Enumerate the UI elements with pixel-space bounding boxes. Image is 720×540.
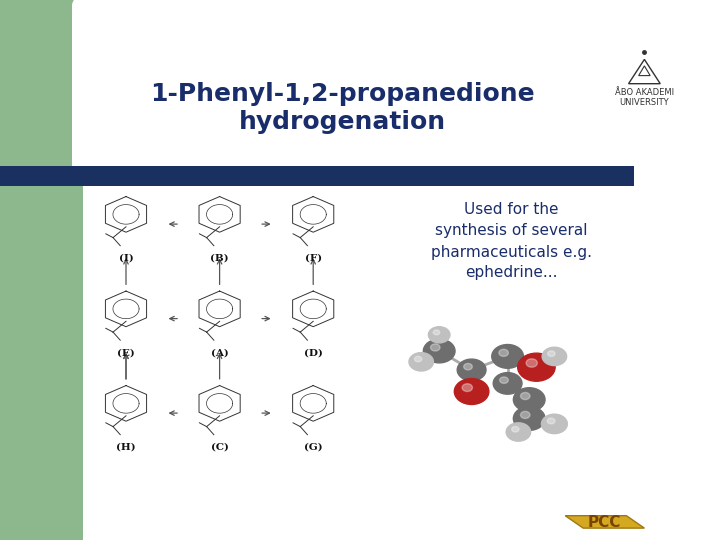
Circle shape (409, 353, 433, 371)
Circle shape (493, 373, 522, 394)
Text: (F): (F) (305, 254, 322, 263)
Circle shape (457, 359, 486, 381)
Circle shape (433, 330, 440, 335)
Bar (0, 0, 83, 540)
Circle shape (500, 377, 508, 383)
Text: (A): (A) (211, 348, 228, 357)
Text: 1-Phenyl-1,2-propanedione
hydrogenation: 1-Phenyl-1,2-propanedione hydrogenation (150, 82, 534, 134)
Circle shape (512, 427, 519, 432)
Circle shape (513, 407, 545, 430)
Circle shape (518, 353, 555, 381)
Circle shape (431, 344, 440, 351)
Text: (I): (I) (119, 254, 133, 263)
FancyBboxPatch shape (0, 0, 344, 177)
Circle shape (548, 351, 555, 356)
Text: (E): (E) (117, 348, 135, 357)
Text: (D): (D) (304, 348, 323, 357)
Circle shape (547, 418, 555, 424)
Circle shape (521, 411, 530, 418)
Circle shape (513, 388, 545, 411)
Circle shape (454, 379, 489, 404)
Circle shape (506, 423, 531, 441)
Circle shape (423, 339, 455, 363)
Text: (C): (C) (211, 443, 228, 452)
Bar (0, 166, 634, 186)
Circle shape (542, 347, 567, 366)
Text: (H): (H) (116, 443, 136, 452)
Circle shape (462, 384, 472, 392)
Polygon shape (565, 516, 644, 528)
Circle shape (526, 359, 537, 367)
Text: PCC: PCC (588, 515, 621, 530)
Circle shape (521, 393, 530, 400)
Circle shape (499, 349, 508, 356)
Text: (G): (G) (304, 443, 323, 452)
Circle shape (415, 356, 422, 362)
Circle shape (464, 363, 472, 370)
Text: Used for the
synthesis of several
pharmaceuticals e.g.
ephedrine...: Used for the synthesis of several pharma… (431, 202, 592, 280)
FancyBboxPatch shape (72, 0, 626, 173)
Circle shape (541, 414, 567, 434)
Circle shape (492, 345, 523, 368)
Text: (B): (B) (210, 254, 229, 263)
Circle shape (428, 327, 450, 343)
Text: ÅBO AKADEMI
UNIVERSITY: ÅBO AKADEMI UNIVERSITY (615, 88, 674, 107)
